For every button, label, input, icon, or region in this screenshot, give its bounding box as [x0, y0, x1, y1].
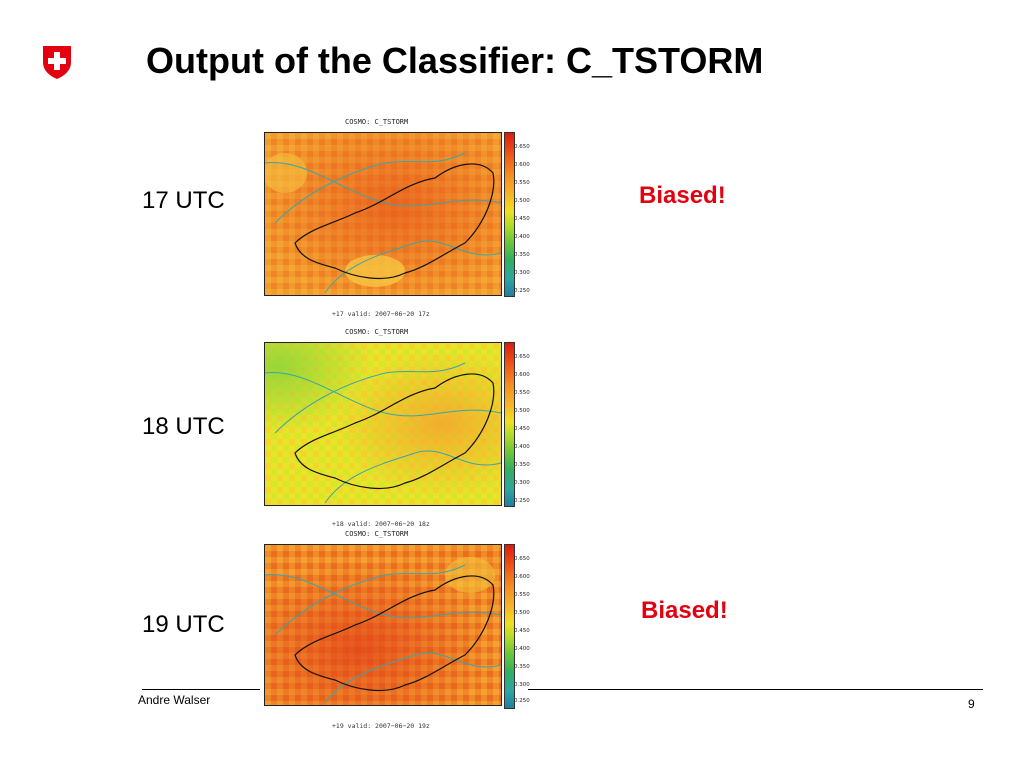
color-scale-bar: [504, 544, 515, 709]
forecast-plot-17utc: COSMO: C_TSTORM 0.: [262, 118, 538, 320]
scale-label: 0.350: [514, 664, 530, 670]
slide-title: Output of the Classifier: C_TSTORM: [146, 40, 764, 81]
scale-label: 0.400: [514, 234, 530, 240]
scale-label: 0.350: [514, 252, 530, 258]
scale-label: 0.300: [514, 480, 530, 486]
scale-label: 0.600: [514, 372, 530, 378]
scale-label: 0.550: [514, 180, 530, 186]
probability-map: [264, 132, 502, 296]
scale-label: 0.450: [514, 628, 530, 634]
scale-label: 0.300: [514, 682, 530, 688]
page-number: 9: [968, 697, 975, 711]
scale-label: 0.450: [514, 426, 530, 432]
color-scale-bar: [504, 342, 515, 507]
forecast-plot-18utc: COSMO: C_TSTORM: [262, 328, 538, 530]
time-label-19utc: 19 UTC: [142, 611, 225, 638]
biased-annotation-19utc: Biased!: [641, 597, 728, 624]
scale-label: 0.500: [514, 408, 530, 414]
time-label-18utc: 18 UTC: [142, 413, 225, 440]
scale-label: 0.400: [514, 444, 530, 450]
scale-label: 0.600: [514, 574, 530, 580]
probability-map: [264, 544, 502, 706]
probability-map: [264, 342, 502, 506]
plot-caption: +18 valid: 2007−06−20 18z: [332, 520, 430, 528]
forecast-plot-19utc: COSMO: C_TSTORM 0.650 0: [262, 530, 538, 737]
scale-label: 0.650: [514, 556, 530, 562]
scale-label: 0.450: [514, 216, 530, 222]
plot-title: COSMO: C_TSTORM: [345, 328, 409, 336]
scale-label: 0.350: [514, 462, 530, 468]
scale-label: 0.500: [514, 610, 530, 616]
footer-rule-right: [528, 689, 983, 690]
color-scale-bar: [504, 132, 515, 297]
scale-label: 0.250: [514, 498, 530, 504]
plot-title: COSMO: C_TSTORM: [345, 118, 409, 126]
footer-author: Andre Walser: [138, 693, 211, 707]
scale-label: 0.550: [514, 592, 530, 598]
scale-label: 0.500: [514, 198, 530, 204]
scale-label: 0.400: [514, 646, 530, 652]
plot-caption: +17 valid: 2007−06−20 17z: [332, 310, 430, 318]
scale-label: 0.600: [514, 162, 530, 168]
scale-label: 0.250: [514, 698, 530, 704]
footer-rule-left: [142, 689, 260, 690]
biased-annotation-17utc: Biased!: [639, 182, 726, 209]
scale-label: 0.250: [514, 288, 530, 294]
plot-title: COSMO: C_TSTORM: [345, 530, 409, 538]
plot-caption: +19 valid: 2007−06−20 19z: [332, 722, 430, 730]
scale-label: 0.650: [514, 144, 530, 150]
scale-label: 0.650: [514, 354, 530, 360]
scale-label: 0.300: [514, 270, 530, 276]
scale-label: 0.550: [514, 390, 530, 396]
time-label-17utc: 17 UTC: [142, 187, 225, 214]
swiss-shield-logo: [43, 46, 71, 79]
